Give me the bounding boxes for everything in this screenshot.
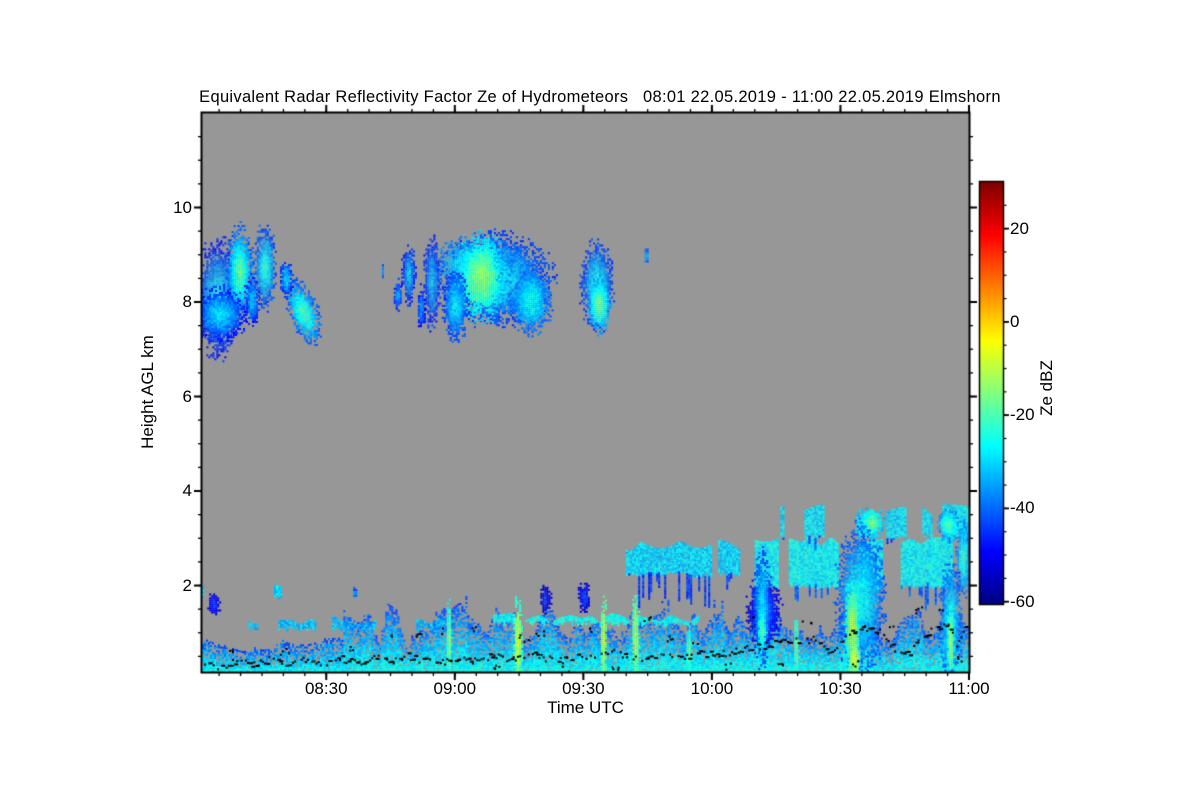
y-tick-label: 4 bbox=[182, 481, 192, 501]
colorbar-label: Ze dBZ bbox=[1037, 360, 1056, 416]
x-tick-label: 08:30 bbox=[304, 679, 348, 698]
x-axis-label: Time UTC bbox=[547, 698, 624, 717]
x-tick-label: 10:30 bbox=[819, 679, 862, 698]
y-tick-label: 10 bbox=[173, 197, 192, 217]
x-tick-label: 11:00 bbox=[948, 679, 990, 698]
y-tick-label: 8 bbox=[182, 292, 192, 311]
colorbar-tick-label: 0 bbox=[1010, 311, 1020, 331]
y-axis-label: Height AGL km bbox=[138, 335, 157, 449]
chart-title: Equivalent Radar Reflectivity Factor Ze … bbox=[199, 88, 1001, 106]
y-tick-label: 6 bbox=[182, 386, 192, 406]
colorbar-tick-label: -60 bbox=[1010, 591, 1035, 611]
x-tick-label: 09:30 bbox=[562, 679, 605, 698]
colorbar-tick-label: -20 bbox=[1010, 405, 1035, 425]
y-tick-label: 2 bbox=[182, 575, 192, 595]
x-tick-label: 10:00 bbox=[690, 679, 734, 698]
colorbar-tick-label: -40 bbox=[1010, 498, 1035, 518]
colorbar-tick-label: 20 bbox=[1010, 218, 1029, 238]
x-tick-label: 09:00 bbox=[433, 679, 477, 698]
